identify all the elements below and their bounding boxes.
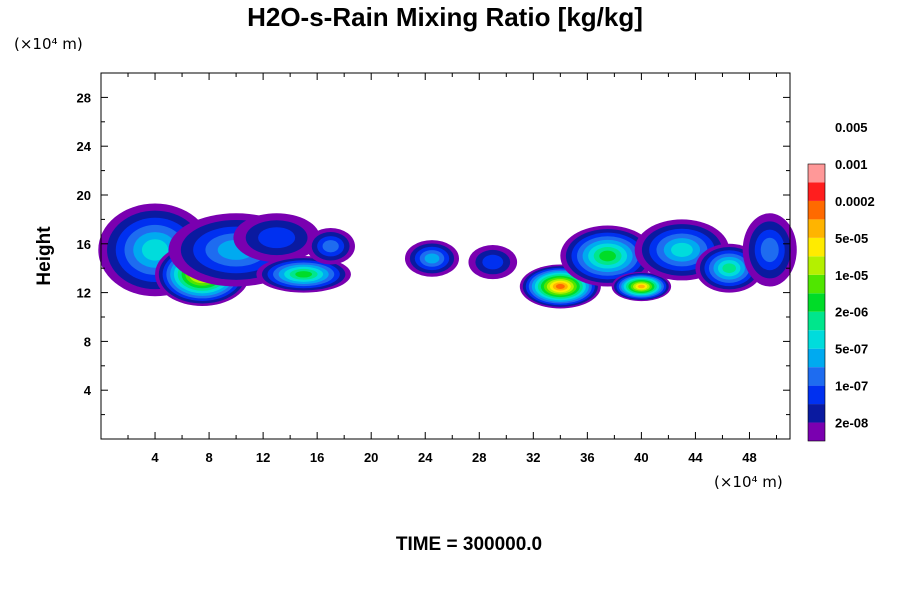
x-tick-label: 8	[205, 450, 212, 465]
y-tick-label: 12	[77, 286, 91, 301]
y-tick-label: 28	[77, 90, 91, 105]
colorbar-swatch	[808, 348, 825, 368]
y-tick-label: 20	[77, 188, 91, 203]
colorbar-swatch	[808, 293, 825, 312]
colorbar-swatch	[808, 182, 825, 201]
field-contour-8-13	[555, 284, 565, 289]
x-tick-label: 40	[634, 450, 648, 465]
plot-frame	[100, 72, 791, 440]
y-unit-label: (×10⁴ m)	[14, 35, 83, 53]
field-contour-9-8	[599, 250, 616, 262]
x-tick-label: 44	[688, 450, 703, 465]
time-label: TIME = 300000.0	[396, 534, 542, 555]
colorbar-swatch	[808, 311, 825, 331]
colorbar-label: 5e-07	[835, 342, 868, 357]
rain-mixing-ratio-field	[98, 203, 797, 309]
colorbar-swatch	[808, 330, 825, 349]
colorbar-swatch	[808, 404, 825, 423]
colorbar-swatch	[808, 237, 825, 257]
field-contour-4-8	[295, 271, 312, 278]
field-contour-3-3	[258, 227, 296, 249]
y-tick-label: 16	[77, 237, 91, 252]
x-axis: 4 8 12 16 20 24 28 32 36 40 44 48	[127, 73, 777, 465]
colorbar-swatch	[808, 422, 825, 441]
field-contour-10-12	[637, 284, 645, 289]
field-contour-6-5	[424, 253, 440, 264]
colorbar-swatch	[808, 164, 825, 183]
colorbar-label: 1e-05	[835, 268, 868, 283]
colorbar-label: 2e-06	[835, 305, 868, 320]
x-tick-label: 16	[310, 450, 324, 465]
y-tick-label: 4	[84, 383, 92, 398]
colorbar: 2e-08 1e-07 5e-07 2e-06 1e-05 5e-05 0.0002 0.00…	[807, 120, 875, 442]
y-axis: 4 8 12 16 20 24 28	[77, 90, 790, 416]
x-tick-label: 36	[580, 450, 594, 465]
y-tick-label: 24	[77, 139, 92, 154]
colorbar-label: 0.005	[835, 120, 868, 135]
x-tick-label: 12	[256, 450, 270, 465]
colorbar-swatch	[808, 219, 825, 238]
colorbar-label: 2e-08	[835, 416, 868, 431]
colorbar-label: 1e-07	[835, 379, 868, 394]
colorbar-swatch	[808, 385, 825, 405]
field-contour-0-6	[141, 239, 169, 261]
colorbar-swatch	[808, 200, 825, 220]
x-tick-label: 20	[364, 450, 378, 465]
colorbar-frame	[807, 163, 826, 442]
field-contour-11-6	[671, 242, 693, 257]
colorbar-label: 0.0002	[835, 194, 875, 209]
x-tick-label: 32	[526, 450, 540, 465]
field-contour-5-4	[322, 240, 339, 253]
chart-title: H2O-s-Rain Mixing Ratio [kg/kg]	[247, 2, 643, 32]
colorbar-swatch	[808, 274, 825, 294]
field-contour-13-4	[760, 237, 779, 263]
field-contour-7-3	[482, 254, 504, 270]
x-tick-label: 4	[151, 450, 159, 465]
y-axis-label: Height	[34, 226, 55, 286]
colorbar-label: 0.001	[835, 157, 868, 172]
colorbar-swatch	[808, 256, 825, 275]
x-tick-label: 24	[418, 450, 433, 465]
y-tick-label: 8	[84, 334, 91, 349]
colorbar-swatch	[808, 367, 825, 386]
field-contour-12-7	[722, 263, 736, 274]
x-tick-label: 48	[742, 450, 756, 465]
x-tick-label: 28	[472, 450, 486, 465]
x-unit-label: (×10⁴ m)	[714, 473, 783, 491]
colorbar-label: 5e-05	[835, 231, 868, 246]
